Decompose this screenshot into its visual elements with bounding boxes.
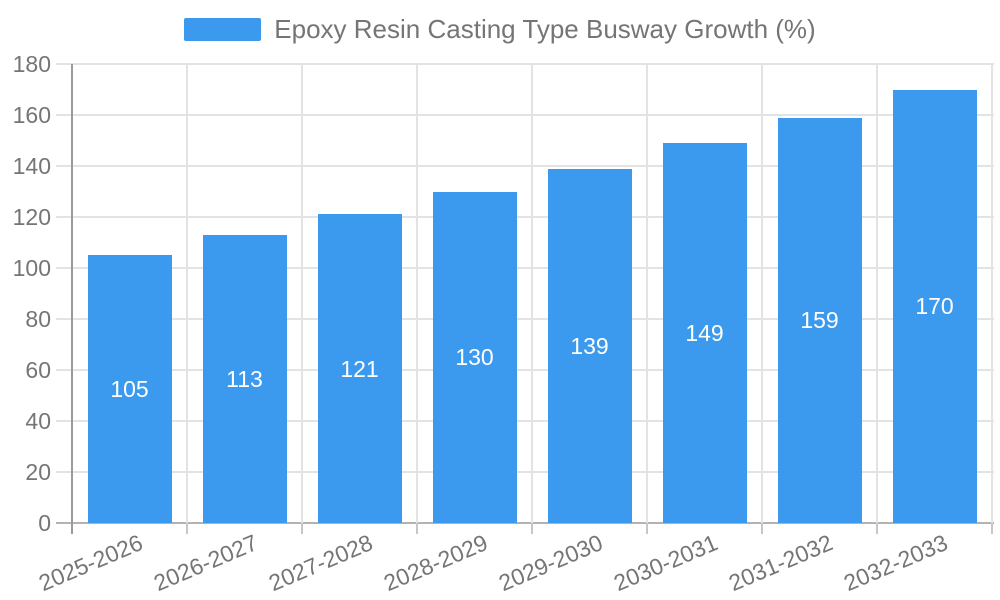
y-gridline xyxy=(56,216,994,218)
chart-legend: Epoxy Resin Casting Type Busway Growth (… xyxy=(0,14,1000,45)
y-gridline xyxy=(56,471,994,473)
x-axis-tick xyxy=(301,523,303,534)
y-gridline xyxy=(56,420,994,422)
x-axis-tick xyxy=(876,523,878,534)
x-gridline xyxy=(876,64,878,523)
bar-value-label: 149 xyxy=(685,320,724,347)
x-tick-label: 2031-2032 xyxy=(724,529,836,597)
bar-2029-2030[interactable] xyxy=(547,168,632,523)
y-tick-label: 120 xyxy=(12,204,51,230)
y-gridline xyxy=(56,114,994,116)
bar-2025-2026[interactable] xyxy=(87,255,172,523)
bar-value-label: 130 xyxy=(455,344,494,371)
x-tick-label: 2028-2029 xyxy=(379,529,491,597)
y-tick-label: 40 xyxy=(25,408,51,434)
bar-2032-2033[interactable] xyxy=(892,89,977,523)
x-axis-tick xyxy=(531,523,533,534)
x-gridline xyxy=(301,64,303,523)
x-gridline xyxy=(991,64,993,523)
x-gridline xyxy=(186,64,188,523)
bar-value-label: 113 xyxy=(226,365,263,392)
y-gridline xyxy=(56,165,994,167)
x-axis-line xyxy=(56,522,994,524)
bar-value-label: 170 xyxy=(915,293,954,320)
y-tick-label: 160 xyxy=(12,102,51,128)
bar-value-label: 121 xyxy=(340,355,379,382)
x-axis-tick xyxy=(991,523,993,534)
x-gridline xyxy=(761,64,763,523)
x-axis-tick xyxy=(761,523,763,534)
y-tick-label: 20 xyxy=(25,459,51,485)
x-axis-tick xyxy=(416,523,418,534)
bar-value-label: 105 xyxy=(110,376,149,403)
x-gridline xyxy=(531,64,533,523)
y-tick-label: 60 xyxy=(25,357,51,383)
bar-2031-2032[interactable] xyxy=(777,117,862,523)
bar-2030-2031[interactable] xyxy=(662,143,747,523)
y-gridline xyxy=(56,369,994,371)
x-gridline xyxy=(416,64,418,523)
y-tick-label: 180 xyxy=(12,51,51,77)
y-gridline xyxy=(56,267,994,269)
bar-2028-2029[interactable] xyxy=(432,191,517,523)
legend-label: Epoxy Resin Casting Type Busway Growth (… xyxy=(274,14,816,44)
x-tick-label: 2027-2028 xyxy=(264,529,376,597)
legend-swatch-icon xyxy=(184,18,262,41)
x-axis-tick xyxy=(186,523,188,534)
x-tick-label: 2025-2026 xyxy=(34,529,146,597)
bar-2026-2027[interactable] xyxy=(202,234,287,523)
x-tick-label: 2026-2027 xyxy=(149,529,261,597)
bar-value-label: 159 xyxy=(800,307,839,334)
bar-value-label: 139 xyxy=(570,332,609,359)
y-tick-label: 100 xyxy=(12,255,51,281)
legend-item[interactable]: Epoxy Resin Casting Type Busway Growth (… xyxy=(184,14,816,45)
y-gridline xyxy=(56,318,994,320)
y-axis-line xyxy=(71,64,73,534)
x-gridline xyxy=(646,64,648,523)
y-gridline xyxy=(56,63,994,65)
bar-2027-2028[interactable] xyxy=(317,214,402,523)
x-axis-tick xyxy=(646,523,648,534)
x-tick-label: 2030-2031 xyxy=(609,529,721,597)
x-tick-label: 2032-2033 xyxy=(839,529,951,597)
y-tick-label: 0 xyxy=(38,510,51,536)
y-tick-label: 140 xyxy=(12,153,51,179)
y-tick-label: 80 xyxy=(25,306,51,332)
x-tick-label: 2029-2030 xyxy=(494,529,606,597)
